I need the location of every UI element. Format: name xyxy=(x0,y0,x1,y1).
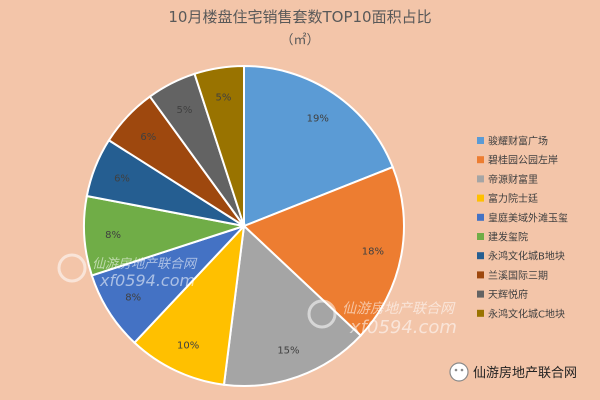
legend-label: 皇庭美域外滩玉玺 xyxy=(488,211,568,224)
pie-slice xyxy=(242,165,405,337)
slice-data-label: 5% xyxy=(216,92,232,103)
watermark-center-url: xf0594.com xyxy=(349,317,457,338)
legend-swatch xyxy=(477,271,484,279)
legend-swatch xyxy=(477,290,484,298)
slice-data-label: 6% xyxy=(140,132,156,143)
footer-brand: 仙游房地产联合网 xyxy=(449,362,577,382)
wechat-icon-eye xyxy=(460,368,464,372)
slice-data-label: 5% xyxy=(176,105,192,116)
legend-swatch xyxy=(477,233,484,240)
watermark-center: 仙游房地产联合网 xf0594.com xyxy=(307,299,457,338)
slice-data-label: 8% xyxy=(105,230,121,241)
wechat-icon-eye xyxy=(454,368,458,372)
pie-slice xyxy=(222,223,363,387)
legend-swatch xyxy=(477,213,484,221)
legend-swatch xyxy=(477,156,484,164)
chart-subtitle: （㎡） xyxy=(280,33,319,48)
legend-label: 帝源财富里 xyxy=(488,173,538,186)
legend-label: 兰溪国际三期 xyxy=(488,269,548,282)
chart-title: 10月楼盘住宅销售套数TOP10面积占比 xyxy=(168,8,431,26)
watermark-logo-icon xyxy=(57,253,87,283)
watermark-left: 仙游房地产联合网 xf0594.com xyxy=(57,253,198,290)
pie-slice xyxy=(193,64,245,227)
legend-label: 富力院士廷 xyxy=(488,192,538,205)
slice-data-label: 10% xyxy=(177,341,199,352)
pie-slice xyxy=(133,223,246,386)
footer-brand-name: 仙游房地产联合网 xyxy=(473,365,577,381)
watermark-left-url: xf0594.com xyxy=(99,271,195,290)
watermark-center-name: 仙游房地产联合网 xyxy=(342,301,456,317)
legend-swatch xyxy=(477,309,484,317)
legend-label: 骏耀财富广场 xyxy=(488,135,548,148)
watermark-logo-icon xyxy=(307,299,337,329)
slice-data-label: 19% xyxy=(307,113,329,124)
legend-swatch xyxy=(477,137,484,144)
legend-swatch xyxy=(477,194,484,202)
watermark-left-name: 仙游房地产联合网 xyxy=(92,257,198,272)
slice-data-label: 15% xyxy=(277,345,299,356)
pie-data-labels: 19% 18% 15% 10% 8% 8% 6% 6% 5% 5% xyxy=(105,92,384,356)
pie-slice xyxy=(243,64,395,228)
slice-data-label: 18% xyxy=(362,247,384,258)
legend-label: 永鸿文化城C地块 xyxy=(488,307,565,320)
slice-data-label: 8% xyxy=(125,292,141,303)
legend: 骏耀财富广场碧桂园公园左岸帝源财富里富力院士廷皇庭美域外滩玉玺建发玺院永鸿文化城… xyxy=(477,135,568,320)
pie-slices xyxy=(83,64,405,387)
legend-label: 永鸿文化城B地块 xyxy=(488,250,565,263)
legend-label: 建发玺院 xyxy=(488,231,528,244)
legend-swatch xyxy=(477,252,484,260)
wechat-icon xyxy=(449,362,469,382)
legend-label: 天辉悦府 xyxy=(488,288,528,301)
legend-label: 碧桂园公园左岸 xyxy=(488,154,558,167)
slice-data-label: 6% xyxy=(114,174,130,185)
legend-swatch xyxy=(477,175,484,183)
